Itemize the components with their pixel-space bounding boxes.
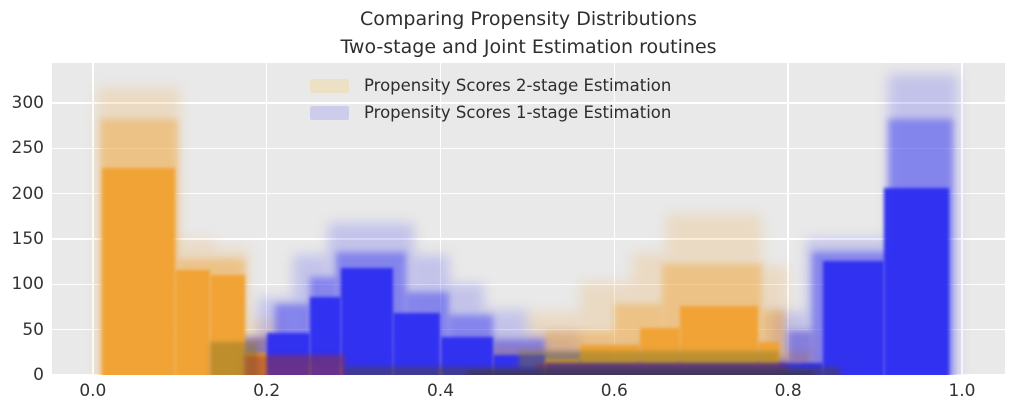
gridline-vertical [961, 63, 963, 375]
legend-swatch-2stage [310, 78, 349, 93]
y-tick-label: 0 [33, 365, 44, 385]
chart-title: Comparing Propensity Distributions Two-s… [52, 5, 1005, 61]
x-tick-label: 0.0 [79, 381, 107, 401]
gridline-vertical [787, 63, 789, 375]
legend-item-1stage: Propensity Scores 1-stage Estimation [310, 103, 671, 122]
hist-bar-core [340, 267, 393, 375]
legend-swatch-1stage [310, 105, 349, 120]
gridline-horizontal [52, 238, 1005, 240]
gridline-vertical [439, 63, 442, 375]
legend: Propensity Scores 2-stage Estimation Pro… [310, 76, 671, 130]
hist-bar-core [392, 313, 441, 375]
gridline-vertical [92, 63, 94, 375]
legend-item-2stage: Propensity Scores 2-stage Estimation [310, 76, 671, 95]
x-tick-label: 0.6 [600, 381, 628, 401]
chart-title-line1: Comparing Propensity Distributions [360, 8, 697, 30]
gridline-horizontal [52, 283, 1005, 285]
hist-bar-core [175, 269, 211, 375]
gridline-horizontal [52, 102, 1005, 104]
y-tick-label: 50 [22, 319, 44, 340]
x-tick-label: 0.4 [426, 381, 455, 401]
gridline-vertical [613, 63, 616, 375]
x-tick-label: 0.2 [253, 381, 281, 401]
hist-bar-core [101, 168, 176, 375]
y-tick-label: 300 [11, 92, 44, 113]
hist-bar-core [822, 260, 884, 375]
plot-area: Propensity Scores 2-stage Estimation Pro… [52, 63, 1005, 375]
hist-overlap-band [518, 351, 780, 368]
hist-bar-core [883, 188, 949, 375]
hist-overlap-band [244, 355, 345, 375]
hist-overlap-band [466, 371, 815, 375]
y-tick-label: 250 [11, 138, 44, 159]
hist-overlap-band [344, 366, 841, 375]
gridline-horizontal [52, 192, 1005, 195]
x-tick-label: 1.0 [948, 381, 976, 401]
gridline-vertical [265, 63, 268, 375]
chart-title-line2: Two-stage and Joint Estimation routines [340, 36, 717, 58]
y-tick-label: 100 [11, 274, 44, 295]
gridline-horizontal [52, 147, 1005, 149]
legend-label-2stage: Propensity Scores 2-stage Estimation [364, 76, 672, 95]
y-tick-label: 150 [11, 228, 44, 249]
x-tick-label: 0.8 [774, 381, 802, 401]
legend-label-1stage: Propensity Scores 1-stage Estimation [364, 103, 672, 122]
gridline-horizontal [52, 328, 1005, 331]
y-tick-label: 200 [11, 183, 44, 204]
